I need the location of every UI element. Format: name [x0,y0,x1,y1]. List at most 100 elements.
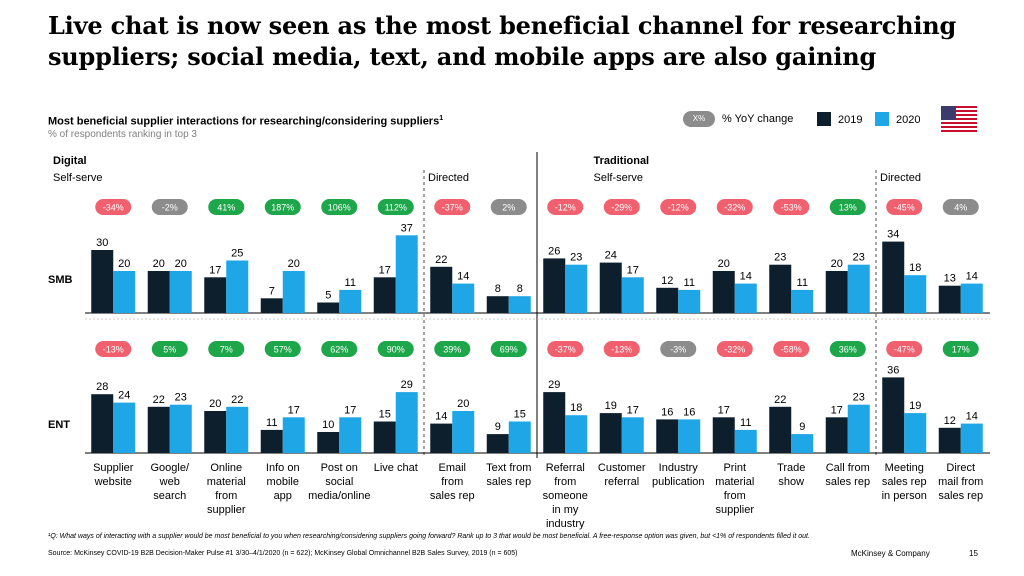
yoy-pill [264,199,301,215]
bar-2020 [960,423,983,453]
value-label-2019: 22 [153,394,165,406]
value-label-2020: 37 [401,222,413,234]
category-label: sales rep [938,490,983,502]
bar-2020 [904,413,927,453]
value-label-2019: 26 [548,245,560,257]
bar-2020 [678,289,701,313]
bar-2019 [656,287,679,313]
value-label-2020: 20 [288,258,300,270]
bar-2020 [621,417,644,453]
bar-2019 [486,434,509,453]
value-label-2020: 11 [345,277,356,289]
value-label-2020: 17 [627,404,639,416]
value-label-2020: 11 [797,277,808,289]
bar-2019 [543,258,566,313]
value-label-2019: 34 [887,229,899,241]
yoy-label: -12% [668,203,689,213]
bar-2020 [847,264,870,313]
yoy-pill [603,341,640,357]
category-label: publication [652,476,705,488]
footnote-marker: 1 [439,115,444,122]
value-label-2019: 17 [831,404,843,416]
category-label: Customer [598,462,646,474]
yoy-pill [942,341,979,357]
yoy-pill [151,341,188,357]
legend-2019-label: 2019 [838,114,863,126]
yoy-label: 69% [500,345,518,355]
category-label: mail from [938,476,983,488]
value-label-2019: 17 [379,264,391,276]
yoy-label: -32% [724,345,745,355]
yoy-label: 106% [328,203,351,213]
yoy-label: -12% [555,203,576,213]
bar-2019 [317,432,340,453]
yoy-label: 2% [502,203,515,213]
company-name: McKinsey & Company [851,549,930,558]
bar-2019 [769,264,792,313]
category-label: Call from [826,462,870,474]
yoy-label: 4% [954,203,967,213]
bar-2020 [734,283,757,313]
value-label-2020: 18 [909,262,921,274]
yoy-label: 90% [387,345,405,355]
bar-2019 [882,241,905,313]
value-label-2020: 11 [684,277,695,289]
bar-2019 [147,406,170,453]
bar-2019 [599,413,622,453]
category-label: media/online [308,490,370,502]
yoy-pill [95,341,132,357]
value-label-2019: 30 [96,237,108,249]
category-label: social [325,476,353,488]
bar-2020 [565,415,588,453]
bar-2020 [508,296,531,313]
legend-yoy-label: % YoY change [722,113,794,125]
yoy-pill [264,341,301,357]
yoy-label: -53% [781,203,802,213]
value-label-2020: 8 [517,283,523,295]
category-label: Info on [266,462,300,474]
category-label: sales rep [825,476,870,488]
bar-2019 [712,271,735,313]
value-label-2020: 23 [853,392,865,404]
category-label: from [554,476,576,488]
yoy-pill [377,341,414,357]
value-label-2020: 18 [570,402,582,414]
value-label-2019: 22 [435,254,447,266]
page-number: 15 [969,549,978,558]
category-label: Print [723,462,746,474]
category-label: Supplier [93,462,134,474]
bar-2020 [282,417,305,453]
value-label-2019: 5 [325,290,331,302]
bar-2020 [169,271,192,313]
group-label-1-1: Directed [880,172,921,184]
category-label: search [153,490,186,502]
category-label: Text from [486,462,531,474]
value-label-2020: 16 [683,406,695,418]
value-label-2019: 19 [605,400,617,412]
yoy-pill [829,341,866,357]
bar-2020 [791,289,814,313]
bar-2019 [599,262,622,313]
yoy-label: 187% [271,203,294,213]
footnote: ¹Q: What ways of interacting with a supp… [48,533,810,540]
value-label-2020: 17 [344,404,356,416]
yoy-pill [660,341,697,357]
bar-2020 [113,271,136,313]
bar-2020 [226,260,249,313]
bar-2020 [678,419,701,453]
bar-2019 [882,377,905,453]
bar-2019 [938,427,961,453]
value-label-2020: 14 [457,271,469,283]
yoy-pill [95,199,132,215]
yoy-label: 36% [839,345,857,355]
bar-2020 [904,275,927,313]
category-label: supplier [207,504,246,516]
value-label-2020: 14 [966,271,978,283]
category-label: Industry [659,462,699,474]
category-label: from [441,476,463,488]
bar-2020 [395,392,418,453]
yoy-pill [151,199,188,215]
yoy-label: -2% [162,203,178,213]
bar-2020 [960,283,983,313]
